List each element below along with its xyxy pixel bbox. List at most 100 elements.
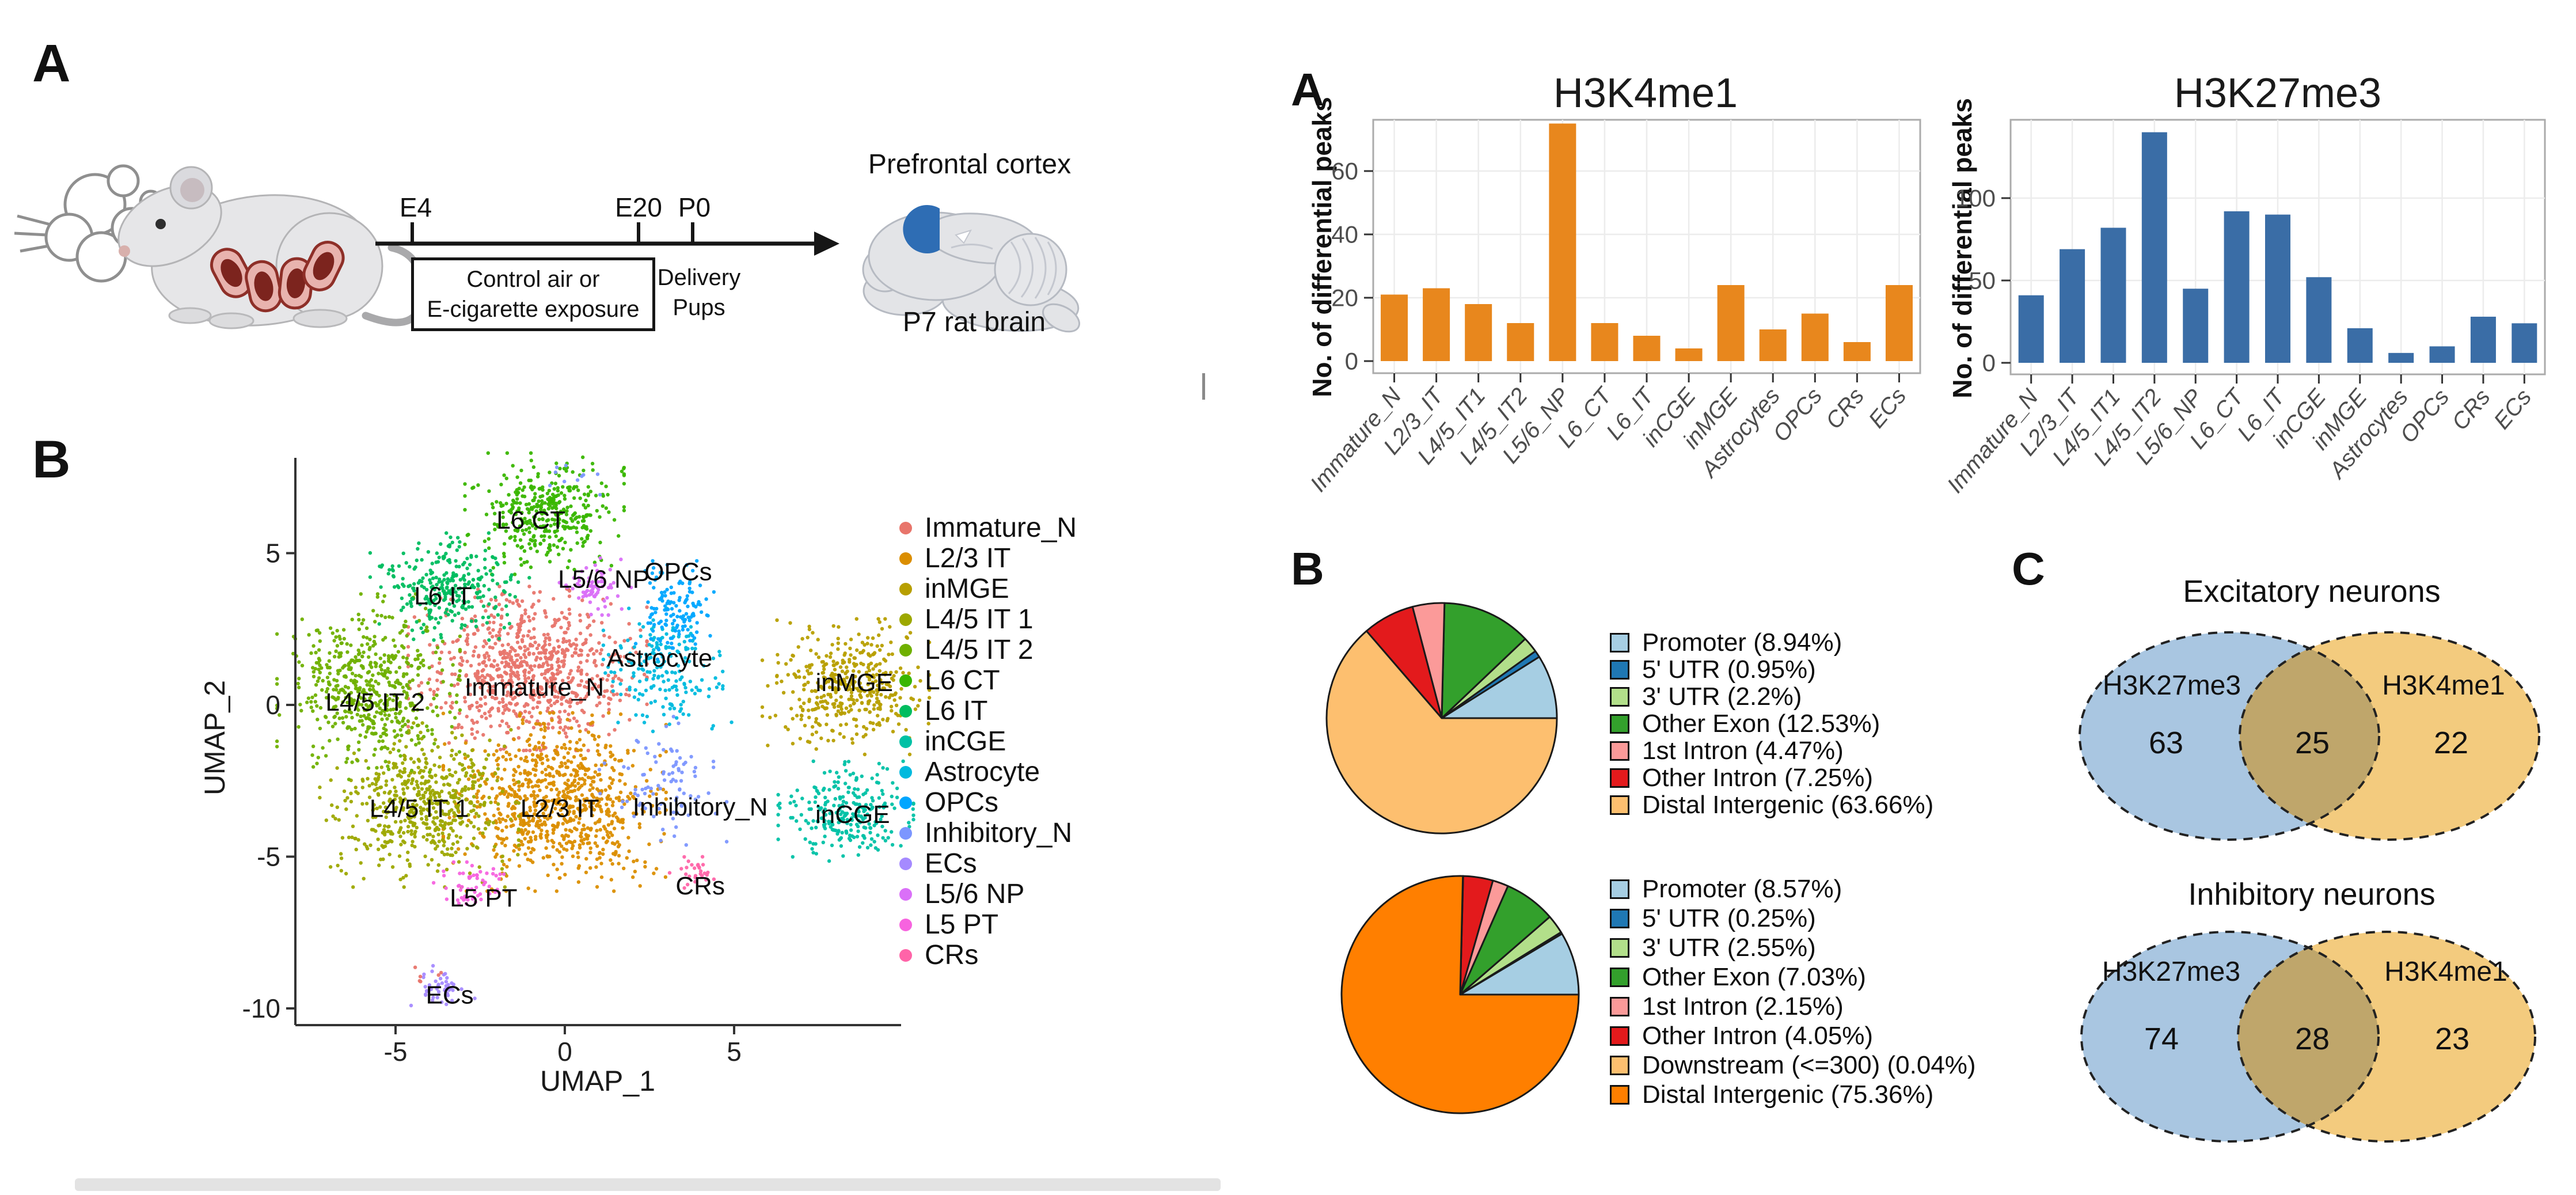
y-tick-label: 40: [1331, 221, 1358, 248]
bar: [1507, 323, 1534, 361]
bar: [2224, 211, 2250, 363]
pie-slice: [1459, 932, 1580, 996]
pie-slice: [1340, 875, 1580, 1114]
y-tick-label: 100: [1955, 185, 1996, 212]
umap-cluster-label: L5/6 NP: [558, 566, 649, 594]
legend-label: L5/6 NP: [925, 879, 1025, 909]
bar: [1381, 294, 1408, 361]
legend-dot-icon: [899, 613, 912, 626]
legend-dot-icon: [899, 643, 912, 657]
legend-label: OPCs: [925, 787, 999, 818]
pie-legend-item: 1st Intron (2.15%): [1610, 992, 1976, 1021]
panel-label-b-right: B: [1291, 543, 1324, 594]
umap-cluster-label: L6 CT: [496, 506, 565, 534]
delivery-line1: Delivery: [657, 265, 741, 290]
inhibitory-venn-title: Inhibitory neurons: [2188, 877, 2436, 912]
bar: [2306, 277, 2332, 363]
legend-swatch-icon: [1610, 659, 1629, 680]
umap-legend-item: L5/6 NP: [899, 879, 1077, 909]
timeline-label-e20: E20: [615, 192, 662, 222]
bars: [2018, 132, 2537, 363]
prefrontal-cortex-label: Prefrontal cortex: [868, 149, 1072, 180]
umap-legend-item: inMGE: [899, 574, 1077, 604]
legend-label: Distal Intergenic (63.66%): [1642, 790, 1934, 819]
legend-label: L4/5 IT 1: [925, 604, 1034, 635]
venn-right-outline: [2237, 931, 2536, 1143]
bar: [1717, 285, 1745, 361]
inhibitory-venn: H3K27me3 H3K4me1 74 28 23: [2080, 931, 2536, 1143]
venn-overlap: [2240, 632, 2379, 840]
umap-cluster-label: CRs: [675, 872, 725, 900]
bar: [2347, 328, 2373, 363]
umap-x-tick-label: 0: [557, 1037, 572, 1067]
pie-legend-item: Other Intron (4.05%): [1610, 1021, 1976, 1050]
legend-label: L5 PT: [925, 909, 999, 940]
y-tick-label: 20: [1331, 284, 1358, 312]
venn-left-label: H3K27me3: [2102, 957, 2240, 987]
umap-cluster-label: Astrocyte: [607, 644, 712, 673]
bar: [1549, 123, 1576, 361]
legend-swatch-icon: [1610, 967, 1629, 987]
legend-label: Promoter (8.57%): [1642, 874, 1842, 903]
legend-label: ECs: [925, 848, 977, 879]
legend-label: Other Exon (12.53%): [1642, 709, 1880, 738]
legend-swatch-icon: [1610, 1084, 1629, 1105]
umap-y-tick-label: -5: [257, 842, 280, 872]
legend-label: 3' UTR (2.2%): [1642, 682, 1802, 711]
pie-legend-item: Downstream (<=300) (0.04%): [1610, 1050, 1976, 1080]
inhibitory-pie-legend: Promoter (8.57%) 5' UTR (0.25%) 3' UTR (2.…: [1610, 874, 1976, 1109]
excitatory-pie-legend: Promoter (8.94%) 5' UTR (0.95%) 3' UTR (2.…: [1610, 628, 1934, 819]
legend-label: L6 IT: [925, 696, 988, 726]
umap-cluster-label: L4/5 IT 2: [325, 688, 425, 716]
legend-label: L2/3 IT: [925, 543, 1011, 574]
legend-label: Downstream (<=300) (0.04%): [1642, 1050, 1976, 1079]
umap-y-tick-label: 0: [265, 690, 280, 720]
y-tick-label: 0: [1345, 348, 1358, 375]
legend-swatch-icon: [1610, 879, 1629, 899]
legend-label: Inhibitory_N: [925, 818, 1073, 848]
legend-swatch-icon: [1610, 996, 1629, 1016]
bar: [1759, 329, 1787, 361]
inhibitory-annotation-pie: [1340, 875, 1580, 1114]
legend-swatch-icon: [1610, 632, 1629, 652]
legend-label: inMGE: [925, 574, 1009, 604]
umap-legend-item: Astrocyte: [899, 757, 1077, 787]
excitatory-venn: H3K27me3 H3K4me1 63 25 22: [2079, 631, 2540, 841]
y-tick-label: 0: [1982, 350, 1996, 377]
umap-legend-item: L6 CT: [899, 665, 1077, 696]
legend-dot-icon: [899, 918, 912, 931]
umap-legend-item: inCGE: [899, 726, 1077, 757]
panel-label-a-left: A: [32, 34, 71, 93]
umap-axes: [286, 458, 901, 1034]
umap-x-tick-label: 5: [727, 1037, 742, 1067]
venn-overlap: [2238, 932, 2379, 1141]
legend-label: 5' UTR (0.25%): [1642, 904, 1816, 932]
legend-dot-icon: [899, 949, 912, 962]
bars: [1381, 123, 1913, 361]
excitatory-annotation-pie: [1325, 602, 1558, 834]
umap-cluster-label: ECs: [426, 981, 474, 1010]
legend-label: L6 CT: [925, 665, 1000, 696]
legend-dot-icon: [899, 582, 912, 595]
umap-legend-item: CRs: [899, 940, 1077, 970]
venn-left-outline: [2079, 631, 2380, 841]
pie-slice: [1441, 602, 1526, 719]
panel-label-c-right: C: [2012, 543, 2045, 594]
y-tick-label: 60: [1331, 158, 1358, 185]
umap-cluster-label: L2/3 IT: [520, 795, 599, 823]
h3k27me3-title: H3K27me3: [2174, 70, 2382, 116]
venn-left-count: 63: [2149, 726, 2183, 760]
delivery-line2: Pups: [673, 295, 725, 320]
x-category-label: ECs: [1864, 384, 1911, 433]
pie-legend-item: 3' UTR (2.2%): [1610, 682, 1933, 711]
bar: [2183, 289, 2209, 363]
x-category-label: ECs: [2489, 385, 2536, 434]
h3k27me3-y-axis-label: No. of differential peaks: [1947, 98, 1977, 399]
umap-x-axis-label: UMAP_1: [539, 1065, 656, 1097]
pie-slice: [1325, 630, 1558, 834]
bar: [2141, 132, 2167, 363]
pie-legend-item: 1st Intron (4.47%): [1610, 737, 1933, 765]
bar: [2470, 316, 2496, 363]
axis-ticks: [1364, 170, 1900, 382]
